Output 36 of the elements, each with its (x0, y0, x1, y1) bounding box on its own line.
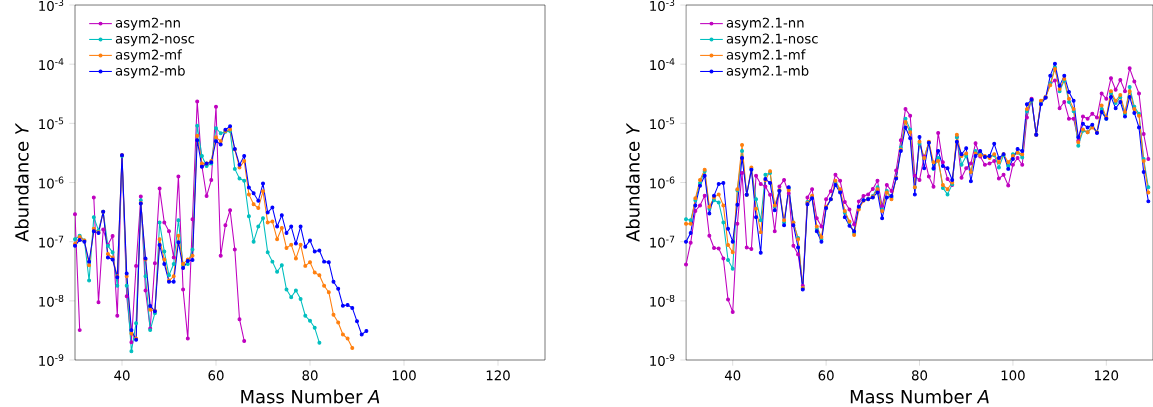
x-tick-label: 80 (302, 370, 318, 381)
y-tick-label: 10$^{-9}$ (39, 354, 64, 366)
legend-label: asym2-mf (115, 49, 183, 63)
y-tick-label: 10$^{-3}$ (39, 0, 64, 11)
y-tick-label: 10$^{-7}$ (650, 235, 675, 248)
y-tick-label: 10$^{-3}$ (650, 0, 675, 11)
legend-label: asym2.1-mf (726, 49, 806, 63)
x-tick-label: 80 (911, 370, 928, 381)
x-tick-label: 120 (486, 370, 510, 381)
y-tick-label: 10$^{-4}$ (39, 58, 64, 71)
legend-label: asym2.1-nosc (726, 33, 818, 47)
x-tick-label: 100 (1001, 370, 1025, 381)
x-tick-label: 60 (208, 370, 224, 381)
legend-label: asym2.1-nn (726, 17, 804, 31)
y-tick-label: 10$^{-6}$ (39, 176, 64, 189)
legend-label: asym2.1-mb (726, 65, 809, 79)
x-axis-title: Mass Number A (241, 389, 380, 404)
y-tick-label: 10$^{-9}$ (650, 354, 675, 366)
y-tick-label: 10$^{-4}$ (650, 58, 675, 71)
y-tick-label: 10$^{-8}$ (650, 294, 675, 307)
legend-label: asym2-nosc (115, 33, 195, 47)
y-axis-title: Abundance Y (14, 123, 29, 242)
y-tick-label: 10$^{-8}$ (39, 294, 64, 307)
x-tick-label: 40 (724, 370, 741, 381)
y-axis-title: Abundance Y (625, 123, 640, 242)
x-tick-label: 60 (818, 370, 834, 381)
y-tick-label: 10$^{-6}$ (650, 176, 675, 189)
x-tick-label: 120 (1095, 370, 1119, 381)
x-tick-label: 40 (114, 370, 130, 381)
x-axis-title: Mass Number A (850, 389, 989, 404)
y-tick-label: 10$^{-7}$ (39, 235, 64, 248)
legend-label: asym2-nn (115, 17, 180, 31)
y-tick-label: 10$^{-5}$ (650, 117, 675, 130)
legend-label: asym2-mb (115, 65, 185, 79)
y-tick-label: 10$^{-5}$ (39, 117, 64, 130)
x-tick-label: 100 (392, 370, 416, 381)
